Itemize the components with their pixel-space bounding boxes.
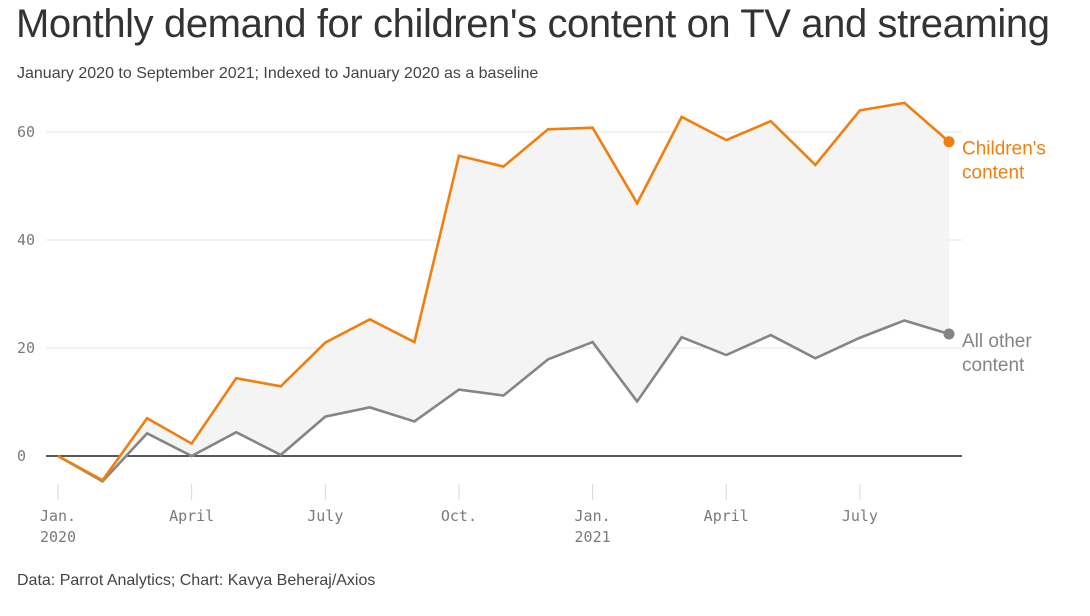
series-label: content <box>962 163 1025 184</box>
x-tick-label: Jan. <box>40 507 76 525</box>
x-tick-label: Oct. <box>441 507 477 525</box>
y-tick-label: 0 <box>17 447 26 465</box>
series-end-marker <box>943 136 955 148</box>
x-tick-label: July <box>842 507 878 525</box>
series-labels: All other content Children's content <box>962 139 1046 376</box>
chart-title: Monthly demand for children's content on… <box>16 2 1050 46</box>
area-between-series <box>58 102 949 482</box>
series-label: Children's <box>962 139 1046 160</box>
x-tick-label: April <box>704 507 749 525</box>
series-lines <box>57 101 955 484</box>
series-label: All other <box>962 331 1032 352</box>
y-tick-label: 20 <box>17 339 35 357</box>
axis-ticks: 0 20 40 60 Jan. 2020 April July Oct. Jan. 2021 Apri… <box>17 123 878 546</box>
x-tick-label: April <box>169 507 214 525</box>
series-label: content <box>962 355 1025 376</box>
chart-subtitle: January 2020 to September 2021; Indexed … <box>17 65 539 82</box>
series-line-children <box>57 101 950 482</box>
chart-source: Data: Parrot Analytics; Chart: Kavya Beh… <box>17 572 376 589</box>
y-tick-label: 60 <box>17 123 35 141</box>
gap-area <box>58 102 949 482</box>
x-tick-label: 2021 <box>575 528 611 546</box>
y-tick-label: 40 <box>17 231 35 249</box>
x-tick-label: 2020 <box>40 528 76 546</box>
x-tick-label: July <box>307 507 343 525</box>
series-end-marker <box>943 328 955 340</box>
x-tick-label: Jan. <box>575 507 611 525</box>
series-line-other <box>57 319 950 484</box>
